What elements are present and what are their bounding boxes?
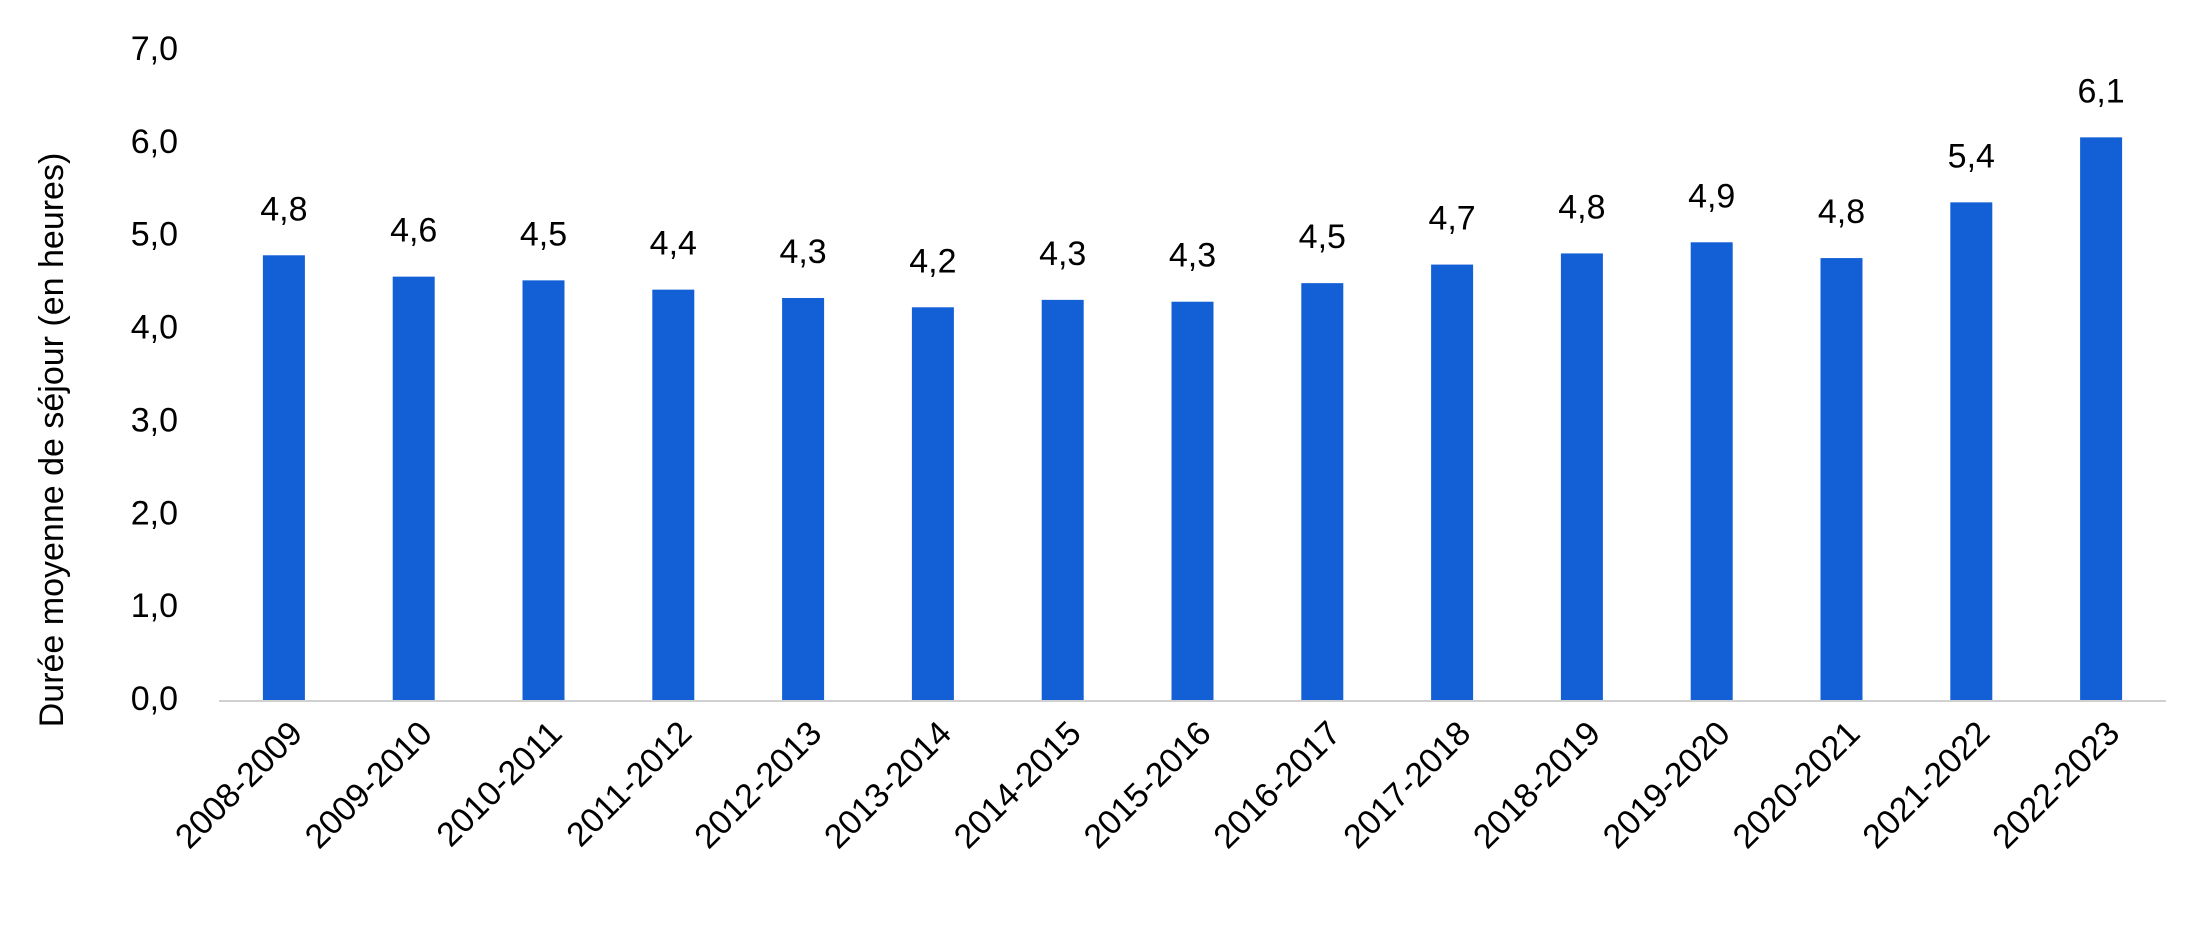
bar: [1560, 253, 1603, 701]
value-label: 4,7: [1428, 200, 1475, 238]
x-tick-label: 2012-2013: [687, 714, 829, 856]
bar: [1041, 299, 1084, 701]
value-label: 4,3: [1169, 237, 1216, 275]
y-tick-label: 0,0: [131, 680, 178, 718]
x-tick-label: 2014-2015: [947, 714, 1089, 856]
value-label: 4,5: [520, 215, 567, 253]
bar: [392, 276, 435, 701]
y-tick-label: 4,0: [131, 309, 178, 347]
value-label: 4,4: [650, 225, 697, 263]
y-tick-label: 7,0: [131, 30, 178, 68]
y-tick-label: 5,0: [131, 216, 178, 254]
value-label: 4,5: [1299, 218, 1346, 256]
value-label: 4,3: [1039, 235, 1086, 273]
y-axis-title: Durée moyenne de séjour (en heures): [33, 153, 71, 728]
bar: [652, 289, 695, 701]
bar: [911, 307, 954, 701]
x-tick-label: 2018-2019: [1466, 714, 1608, 856]
y-tick-label: 6,0: [131, 123, 178, 161]
y-tick-label: 3,0: [131, 401, 178, 439]
bar: [1431, 264, 1474, 701]
value-label: 4,8: [260, 190, 307, 228]
value-label: 6,1: [2077, 72, 2124, 110]
value-label: 4,8: [1818, 193, 1865, 231]
value-label: 4,6: [390, 212, 437, 250]
x-tick-label: 2022-2023: [1985, 714, 2127, 856]
bar: [1171, 301, 1214, 701]
x-tick-label: 2020-2021: [1726, 714, 1868, 856]
value-label: 4,8: [1558, 188, 1605, 226]
bar: [782, 298, 825, 701]
x-tick-label: 2013-2014: [817, 714, 959, 856]
bar: [262, 255, 305, 702]
bar: [1820, 258, 1863, 701]
bar: [1301, 283, 1344, 701]
value-label: 4,3: [779, 233, 826, 271]
x-tick-label: 2017-2018: [1336, 714, 1478, 856]
x-tick-label: 2009-2010: [298, 714, 440, 856]
y-tick-label: 2,0: [131, 494, 178, 532]
value-label: 4,9: [1688, 177, 1735, 215]
x-tick-label: 2015-2016: [1077, 714, 1219, 856]
x-tick-label: 2011-2012: [559, 714, 699, 854]
x-tick-label: 2016-2017: [1206, 714, 1348, 856]
y-tick-label: 1,0: [131, 587, 178, 625]
x-tick-label: 2010-2011: [429, 714, 569, 854]
bar: [1690, 242, 1733, 702]
bar: [522, 280, 565, 701]
value-label: 4,2: [909, 242, 956, 280]
x-tick-label: 2008-2009: [168, 714, 310, 856]
bar: [1950, 202, 1993, 701]
x-tick-label: 2019-2020: [1596, 714, 1738, 856]
x-tick-label: 2021-2022: [1855, 714, 1997, 856]
value-label: 5,4: [1948, 137, 1995, 175]
bar: [2080, 137, 2123, 701]
